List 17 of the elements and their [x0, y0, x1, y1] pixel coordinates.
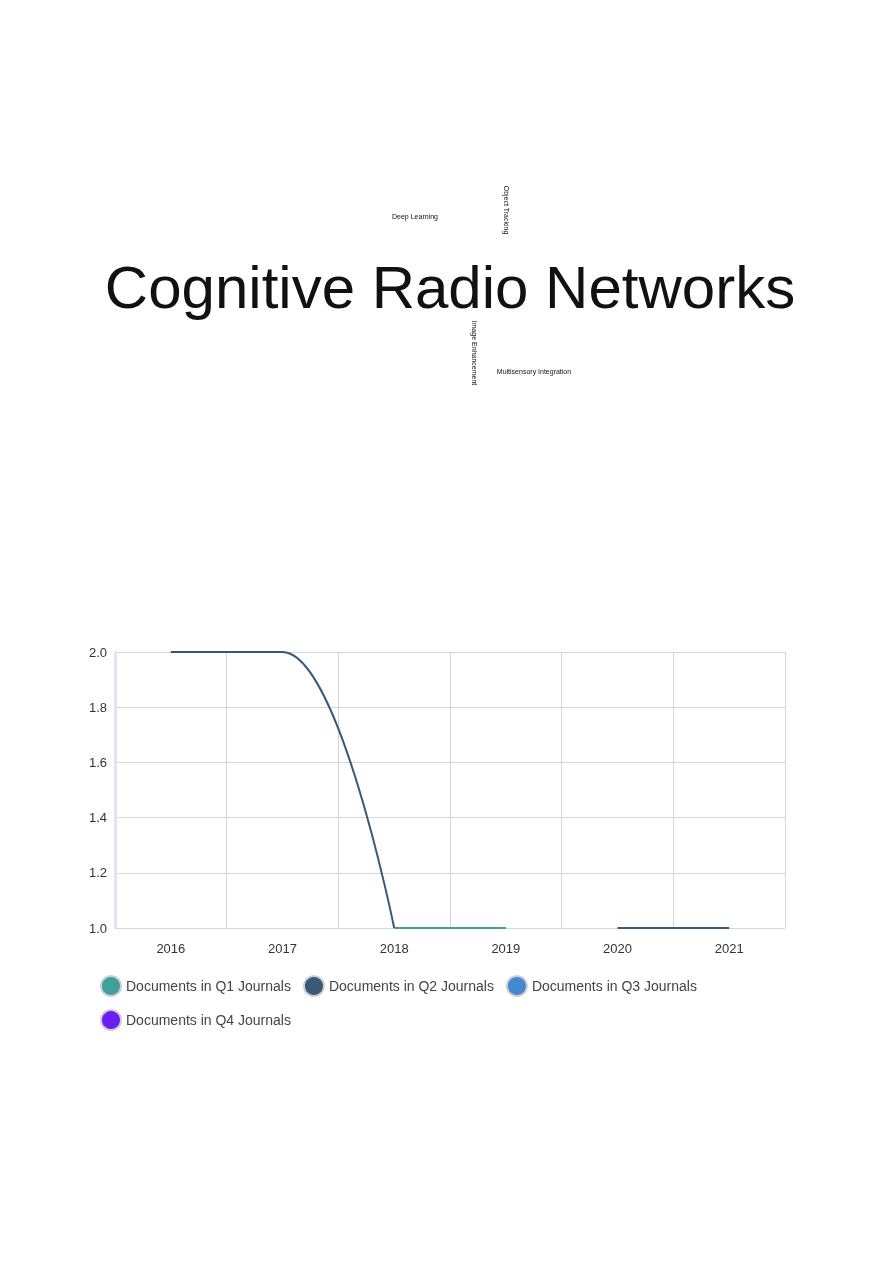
y-tick-label: 1.2 — [88, 865, 107, 881]
y-tick-label: 1.4 — [88, 810, 107, 826]
y-tick-label: 2.0 — [88, 644, 107, 660]
legend-label: Documents in Q3 Journals — [531, 978, 697, 994]
y-tick-label: 1.6 — [88, 754, 107, 770]
legend-label: Documents in Q1 Journals — [126, 978, 291, 994]
x-tick-label: 2017 — [268, 941, 297, 956]
y-tick-label: 1.8 — [88, 699, 107, 715]
x-tick-label: 2018 — [379, 941, 409, 956]
y-tick-label: 1.0 — [88, 920, 107, 936]
text: Cognitive Radio Networks — [104, 253, 796, 321]
x-tick-label: 2020 — [603, 941, 632, 956]
x-tick-label: 2016 — [156, 941, 186, 956]
legend-label: Documents in Q4 Journals — [126, 1012, 291, 1028]
x-tick-label: 2019 — [491, 941, 521, 956]
legend-label: Documents in Q2 Journals — [328, 978, 494, 994]
x-tick-label: 2021 — [714, 941, 744, 956]
